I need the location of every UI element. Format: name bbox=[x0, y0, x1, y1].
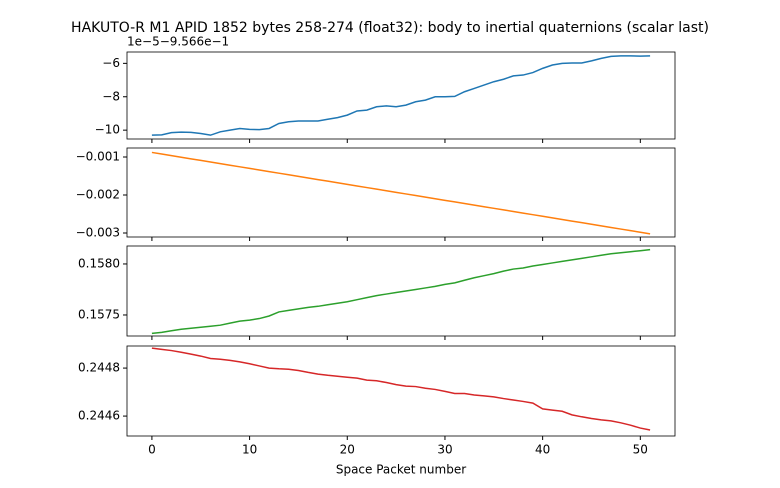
x-tick-label: 20 bbox=[340, 443, 355, 457]
y-tick-label: 0.1580 bbox=[78, 256, 120, 270]
line-series bbox=[151, 151, 651, 235]
x-tick-label: 30 bbox=[437, 443, 452, 457]
y-tick-label: −8 bbox=[102, 89, 120, 103]
x-tick-label: 50 bbox=[633, 443, 648, 457]
offset-text: 1e−5−9.566e−1 bbox=[127, 35, 229, 49]
axes-frame bbox=[126, 345, 676, 437]
y-tick-label: −0.001 bbox=[76, 150, 120, 164]
line-series bbox=[151, 248, 651, 335]
axes-frame bbox=[126, 51, 676, 140]
y-tick-label: −0.002 bbox=[76, 188, 120, 202]
x-tick-label: 0 bbox=[148, 443, 156, 457]
y-tick-label: −10 bbox=[95, 123, 120, 137]
line-series bbox=[151, 347, 651, 431]
x-axis-label: Space Packet number bbox=[336, 463, 466, 477]
axes-frame bbox=[126, 245, 676, 337]
y-tick-label: 0.1575 bbox=[78, 307, 120, 321]
chart-title: HAKUTO-R M1 APID 1852 bytes 258-274 (flo… bbox=[71, 20, 709, 36]
y-tick-label: −0.003 bbox=[76, 226, 120, 240]
line-series bbox=[151, 55, 651, 136]
x-tick-label: 40 bbox=[535, 443, 550, 457]
y-tick-label: 0.2448 bbox=[78, 361, 120, 375]
y-tick-label: −6 bbox=[102, 56, 120, 70]
axes-frame bbox=[126, 147, 676, 238]
y-tick-label: 0.2446 bbox=[78, 409, 120, 423]
x-tick-label: 10 bbox=[242, 443, 257, 457]
